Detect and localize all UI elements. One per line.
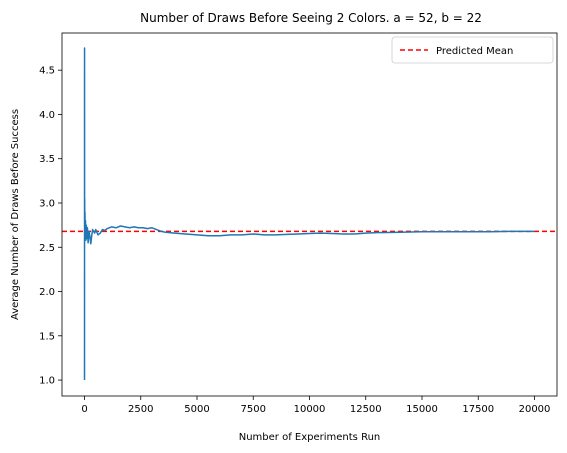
legend-label: Predicted Mean (436, 46, 513, 57)
x-tick-label: 0 (81, 404, 87, 415)
plot-frame (61, 32, 558, 397)
x-tick-label: 2500 (128, 404, 153, 415)
series-line (83, 47, 535, 381)
y-axis-ticks: 1.0 1.5 2.0 2.5 3.0 3.5 4.0 4.5 (39, 66, 62, 387)
legend: Predicted Mean (391, 36, 554, 64)
x-tick-label: 15000 (406, 404, 438, 415)
y-tick-label: 4.0 (39, 110, 55, 121)
y-tick-label: 2.0 (39, 287, 55, 298)
series-group (83, 47, 535, 381)
y-tick-label: 1.0 (39, 376, 55, 387)
y-tick-label: 1.5 (39, 331, 55, 342)
x-tick-label: 17500 (462, 404, 494, 415)
x-tick-label: 20000 (519, 404, 551, 415)
legend-box (391, 36, 554, 64)
y-tick-label: 3.5 (39, 154, 55, 165)
y-axis-label: Average Number of Draws Before Success (10, 109, 21, 320)
plot-area (62, 33, 557, 396)
y-tick-label: 3.0 (39, 198, 55, 209)
x-tick-label: 10000 (294, 404, 326, 415)
x-tick-label: 12500 (350, 404, 382, 415)
x-axis-ticks: 0 2500 5000 7500 10000 12500 15000 17500 20000 (81, 396, 550, 415)
x-tick-label: 5000 (184, 404, 209, 415)
x-axis-label: Number of Experiments Run (239, 432, 381, 443)
chart-title: Number of Draws Before Seeing 2 Colors. … (140, 11, 482, 25)
x-tick-label: 7500 (241, 404, 266, 415)
y-tick-label: 4.5 (39, 66, 55, 77)
y-tick-label: 2.5 (39, 243, 55, 254)
